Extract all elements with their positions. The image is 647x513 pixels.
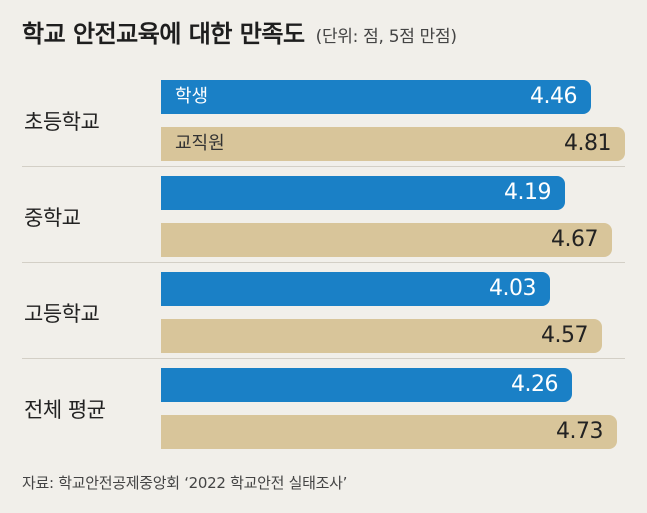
category-label-overall: 전체 평균 <box>24 398 106 422</box>
unit-note: (단위: 점, 5점 만점) <box>315 27 457 47</box>
value-label: 4.67 <box>551 227 598 252</box>
group-divider <box>22 166 625 167</box>
student-bar-elementary: 학생 4.46 <box>161 80 591 114</box>
group-divider <box>22 358 625 359</box>
value-label: 4.81 <box>564 131 611 156</box>
value-label: 4.19 <box>504 180 551 205</box>
staff-bar-overall: 4.73 <box>161 415 617 449</box>
student-bar-middle: 4.19 <box>161 176 565 210</box>
student-bar-overall: 4.26 <box>161 368 572 402</box>
title-block: 학교 안전교육에 대한 만족도 (단위: 점, 5점 만점) <box>22 14 457 49</box>
value-label: 4.73 <box>556 419 603 444</box>
value-label: 4.46 <box>530 84 577 109</box>
category-label-middle: 중학교 <box>24 206 81 230</box>
source-note: 자료: 학교안전공제중앙회 ‘2022 학교안전 실태조사’ <box>22 474 348 492</box>
chart-title: 학교 안전교육에 대한 만족도 <box>22 20 305 48</box>
value-label: 4.57 <box>541 323 588 348</box>
staff-bar-elementary: 교직원 4.81 <box>161 127 625 161</box>
series-label-staff: 교직원 <box>175 133 225 154</box>
value-label: 4.26 <box>511 372 558 397</box>
student-bar-high: 4.03 <box>161 272 550 306</box>
group-divider <box>22 262 625 263</box>
category-label-high: 고등학교 <box>24 302 100 326</box>
staff-bar-high: 4.57 <box>161 319 602 353</box>
value-label: 4.03 <box>489 276 536 301</box>
category-label-elementary: 초등학교 <box>24 110 100 134</box>
series-label-student: 학생 <box>175 86 209 107</box>
staff-bar-middle: 4.67 <box>161 223 612 257</box>
